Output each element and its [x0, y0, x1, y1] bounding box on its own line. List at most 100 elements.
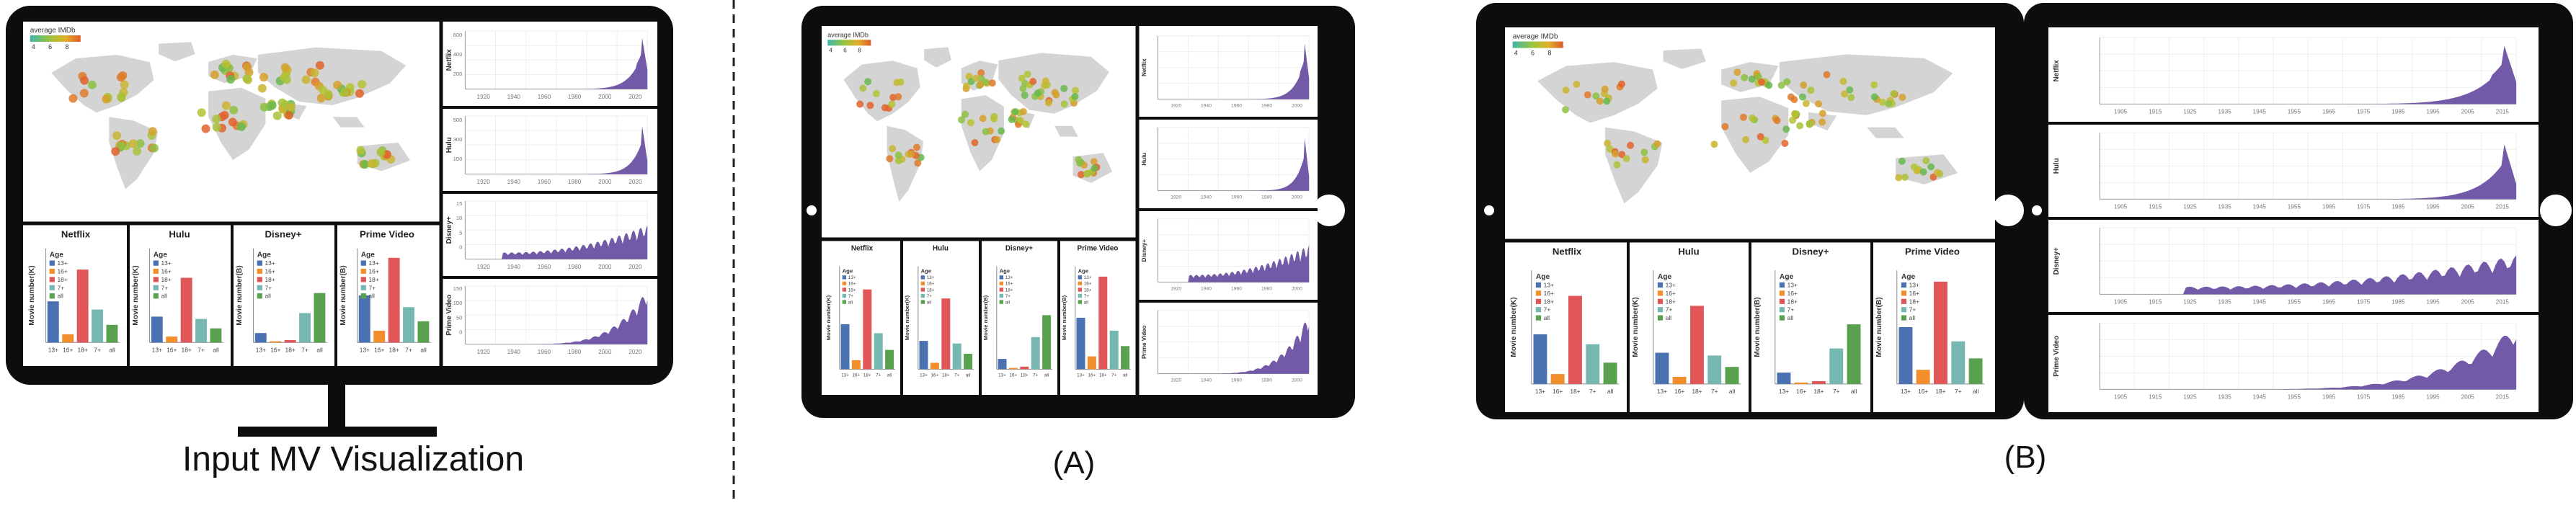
age-legend-label: 13+: [1909, 282, 1919, 289]
bar-xtick: 7+: [954, 373, 960, 378]
timeline-xtick: 1920: [477, 179, 491, 185]
country-dot: [1640, 148, 1648, 156]
age-legend-label: all: [927, 300, 931, 305]
age-legend-swatch: [257, 293, 262, 299]
age-legend-label: 13+: [927, 275, 935, 280]
country-dot: [961, 110, 969, 118]
country-dot: [990, 115, 998, 122]
age-legend-label: 16+: [1084, 282, 1092, 287]
legend-title: average IMDb: [1513, 33, 1558, 41]
timeline-xtick: 1940: [507, 179, 521, 185]
bar: [373, 331, 386, 343]
legend-tick: 8: [858, 47, 861, 53]
country-dot: [1878, 98, 1886, 106]
bar: [62, 334, 74, 343]
country-dot: [1806, 120, 1813, 128]
bar: [1707, 355, 1722, 384]
b-world-map: average IMDb 4 6 8: [1508, 30, 1992, 239]
age-legend-title: Age: [921, 268, 931, 275]
country-dot: [319, 86, 327, 95]
age-legend-label: 18+: [265, 276, 275, 283]
timeline-3: 1920 1940 1960 1980 2000 Prime Video: [1140, 303, 1316, 391]
country-dot: [1060, 100, 1068, 108]
country-dot: [1749, 114, 1756, 122]
bar: [1690, 306, 1704, 384]
age-legend-label: 13+: [1544, 282, 1554, 289]
bar: [1586, 344, 1600, 384]
bar-xtick: 16+: [374, 346, 384, 353]
country-dot: [1802, 99, 1810, 107]
country-dot: [1919, 168, 1927, 176]
timeline-xtick: 1965: [2322, 109, 2336, 115]
age-legend-label: 16+: [927, 282, 935, 287]
country-dot: [864, 78, 872, 86]
bar: [863, 289, 872, 370]
age-legend-label: 13+: [1084, 275, 1092, 280]
country-dot: [210, 70, 219, 79]
timeline-xtick: 1940: [1201, 103, 1212, 108]
monitor-stand-base: [238, 427, 437, 437]
age-legend-swatch: [360, 285, 366, 290]
timeline-label: Netflix: [445, 49, 453, 71]
age-legend-swatch: [842, 281, 847, 286]
country-dot: [272, 111, 282, 120]
country-dot: [894, 93, 902, 101]
timeline-ytick: 15: [456, 200, 463, 207]
bar-chart-bg: [1873, 244, 1991, 411]
bar-chart-2: Disney+Movie number(B)13+ 16+ 18+ 7+ allAge1…: [982, 242, 1057, 393]
age-legend-swatch: [257, 260, 262, 266]
age-legend-label: all: [1544, 314, 1550, 321]
country-dot: [282, 75, 291, 84]
timeline-xtick: 1940: [1201, 195, 1212, 200]
bar-xtick: 7+: [197, 346, 205, 353]
country-dot: [226, 75, 236, 84]
timeline-xtick: 1905: [2114, 204, 2128, 210]
country-dot: [957, 116, 965, 124]
bar: [1916, 370, 1930, 384]
bar-xtick: 16+: [1553, 388, 1563, 395]
timeline-xtick: 2000: [598, 349, 612, 355]
bar-chart-ylabel: Movie number(B): [1875, 297, 1883, 357]
country-dot: [1901, 174, 1909, 181]
b-world-map-landmass: [1778, 53, 1955, 116]
country-dot: [1596, 97, 1604, 105]
bar-xtick: all: [1973, 388, 1979, 395]
bar-xtick: all: [213, 346, 219, 353]
bar-xtick: all: [1044, 373, 1049, 378]
bar-xtick: all: [1729, 388, 1736, 395]
timeline-xtick: 2020: [629, 94, 642, 100]
country-dot: [242, 74, 252, 84]
country-dot: [1083, 170, 1091, 178]
timeline-bg: [444, 195, 656, 275]
bar-xtick: 18+: [389, 346, 399, 353]
bar-xtick: 13+: [152, 346, 162, 353]
b-world-map-landmass: [1662, 48, 1707, 70]
country-dot: [1721, 122, 1729, 130]
timeline-bg: [2051, 220, 2536, 313]
bar: [388, 257, 400, 343]
timeline-label: Hulu: [445, 137, 453, 153]
country-dot: [1846, 86, 1854, 94]
age-legend-swatch: [153, 268, 159, 275]
timeline-bg: [444, 280, 656, 360]
timeline-xtick: 1955: [2288, 299, 2301, 306]
timeline-xtick: 1940: [507, 264, 521, 270]
age-legend-label: 13+: [1005, 275, 1013, 280]
bar: [180, 277, 192, 343]
age-legend-label: 7+: [927, 294, 933, 299]
bar-xtick: 18+: [863, 373, 871, 378]
bar-chart-2: Disney+Movie number(B)13+ 16+ 18+ 7+ allAge1…: [1751, 244, 1870, 411]
timeline-xtick: 1980: [1261, 195, 1272, 200]
age-legend-swatch: [49, 277, 55, 282]
timeline-xtick: 2005: [2461, 109, 2475, 115]
timeline-label: Hulu: [2053, 158, 2061, 174]
country-dot: [356, 146, 365, 155]
age-legend-swatch: [257, 268, 262, 275]
input-world-map-landmass: [257, 46, 407, 107]
timeline-xtick: 1935: [2218, 299, 2231, 306]
